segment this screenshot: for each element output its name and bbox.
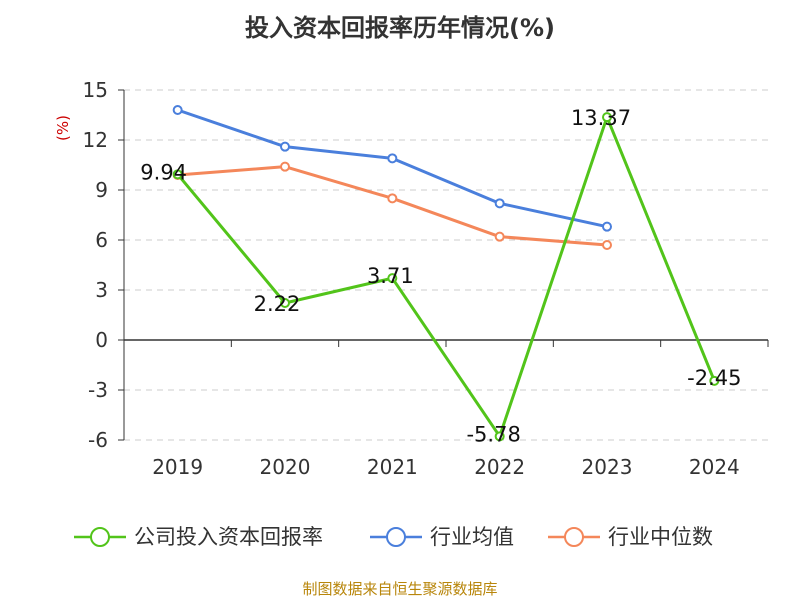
series-line — [178, 117, 715, 436]
data-point — [496, 233, 504, 241]
x-tick-label: 2023 — [582, 455, 633, 479]
series-2 — [174, 163, 611, 249]
data-point — [496, 199, 504, 207]
legend-marker — [387, 528, 405, 546]
data-label: 13.37 — [571, 106, 631, 130]
axes: 15 12 9 6 3 0 -3 -6 2019 2020 2021 2022 2023 2024 — [83, 78, 768, 479]
legend-item: 公司投入资本回报率 — [74, 525, 323, 549]
grid — [124, 90, 768, 440]
y-tick-label: 3 — [95, 278, 108, 302]
y-tick-label: -3 — [88, 378, 108, 402]
x-tick-label: 2020 — [260, 455, 311, 479]
data-labels: 9.94 2.22 3.71 -5.78 13.37 -2.45 — [140, 106, 741, 446]
x-tick-label: 2024 — [689, 455, 740, 479]
data-point — [281, 163, 289, 171]
y-tick-label: 12 — [83, 128, 108, 152]
legend-marker — [91, 528, 109, 546]
y-tick-label: 0 — [95, 328, 108, 352]
legend-item: 行业中位数 — [548, 525, 713, 549]
series-1 — [174, 106, 611, 231]
x-tick-label: 2022 — [474, 455, 525, 479]
x-tick-label: 2019 — [152, 455, 203, 479]
legend-item: 行业均值 — [370, 525, 514, 549]
y-tick-label: 9 — [95, 178, 108, 202]
data-label: -5.78 — [466, 422, 520, 446]
data-point — [388, 194, 396, 202]
y-tick-label: -6 — [88, 428, 108, 452]
source-note: 制图数据来自恒生聚源数据库 — [302, 580, 497, 598]
data-label: 2.22 — [254, 292, 301, 316]
data-point — [603, 223, 611, 231]
legend: 公司投入资本回报率 行业均值 行业中位数 — [74, 525, 713, 549]
data-label: 3.71 — [367, 264, 414, 288]
legend-label: 行业均值 — [430, 525, 514, 549]
x-tick-label: 2021 — [367, 455, 418, 479]
series-line — [178, 167, 607, 245]
legend-label: 行业中位数 — [608, 525, 713, 549]
data-label: 9.94 — [140, 160, 187, 184]
y-tick-label: 15 — [83, 78, 108, 102]
series-0 — [174, 113, 719, 440]
data-point — [603, 241, 611, 249]
data-point — [281, 143, 289, 151]
y-tick-label: 6 — [95, 228, 108, 252]
data-point — [174, 106, 182, 114]
data-label: -2.45 — [687, 366, 741, 390]
data-point — [388, 154, 396, 162]
legend-label: 公司投入资本回报率 — [134, 525, 323, 549]
y-axis-label: (%) — [54, 115, 72, 141]
series-line — [178, 110, 607, 227]
chart-title: 投入资本回报率历年情况(%) — [245, 14, 555, 42]
legend-marker — [565, 528, 583, 546]
